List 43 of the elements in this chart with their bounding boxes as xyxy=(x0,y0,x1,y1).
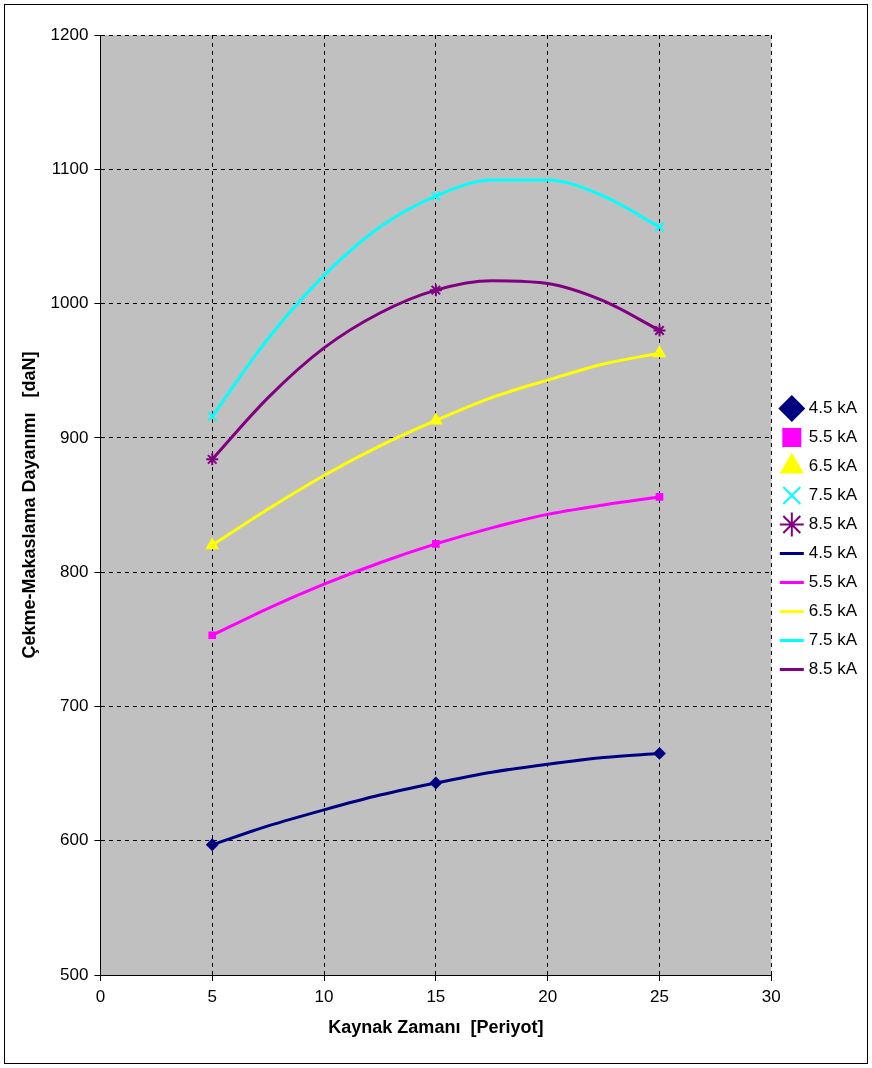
y-tick-label: 1100 xyxy=(51,158,89,178)
point xyxy=(428,283,443,298)
x-tick-label: 20 xyxy=(538,986,558,1006)
point xyxy=(432,540,440,548)
point xyxy=(655,493,664,501)
x-tick-label: 30 xyxy=(761,986,781,1006)
legend-label: 7.5 kA xyxy=(808,485,858,505)
y-tick-label: 600 xyxy=(60,830,89,850)
point xyxy=(653,747,666,760)
point xyxy=(653,346,666,358)
point xyxy=(429,776,442,789)
legend-label: 5.5 kA xyxy=(808,427,858,447)
point xyxy=(206,538,219,550)
legend-label: 4.5 kA xyxy=(808,398,858,418)
y-tick-label: 1000 xyxy=(50,293,89,313)
legend-label: 8.5 kA xyxy=(808,514,858,534)
legend-label: 7.5 kA xyxy=(808,630,858,650)
x-tick-label: 25 xyxy=(650,986,669,1006)
point xyxy=(205,452,220,467)
line-series xyxy=(210,178,661,418)
y-tick-label: 700 xyxy=(60,696,89,716)
point xyxy=(654,221,665,233)
point xyxy=(430,190,442,202)
y-tick-label: 1200 xyxy=(50,24,89,44)
legend-label: 6.5 kA xyxy=(808,601,858,621)
point xyxy=(206,411,218,422)
y-tick-label: 900 xyxy=(60,427,89,447)
point xyxy=(652,323,667,338)
point xyxy=(429,413,443,425)
x-tick-label: 10 xyxy=(314,986,334,1006)
point xyxy=(206,838,219,851)
y-axis-title: Çekme-Makaslama Dayanımı [daN] xyxy=(18,351,39,659)
y-tick-label: 800 xyxy=(60,561,89,581)
x-tick-label: 5 xyxy=(207,986,217,1006)
legend-label: 4.5 kA xyxy=(808,543,858,563)
y-tick-label: 500 xyxy=(60,964,89,984)
x-tick-label: 0 xyxy=(95,986,106,1006)
x-tick-label: 15 xyxy=(426,986,446,1006)
legend-label: 6.5 kA xyxy=(808,456,858,476)
legend-label: 8.5 kA xyxy=(808,659,858,679)
x-axis-title: Kaynak Zamanı [Periyot] xyxy=(328,1017,544,1038)
legend-label: 5.5 kA xyxy=(808,572,858,592)
point xyxy=(208,631,217,640)
